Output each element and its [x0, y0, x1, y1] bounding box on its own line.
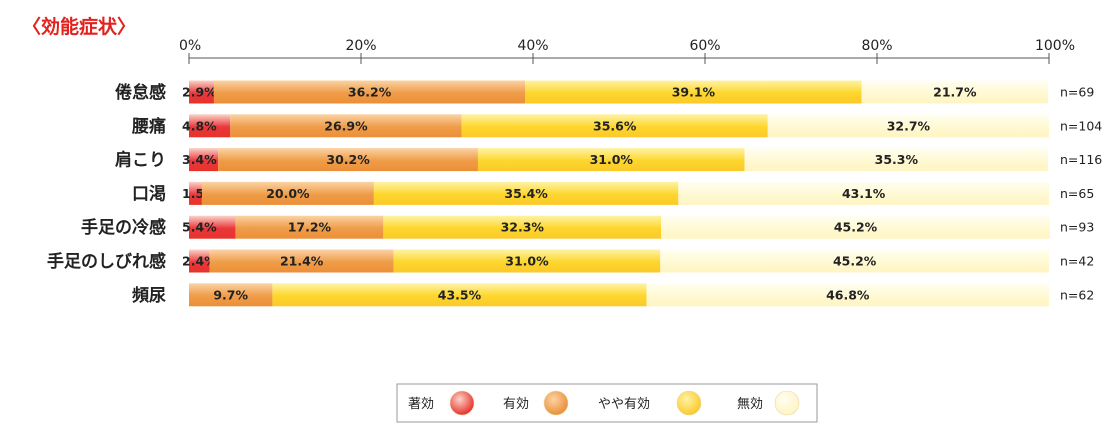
bar-segment [373, 181, 679, 205]
tick-label: 0% [179, 38, 201, 54]
bar-segment [383, 215, 662, 239]
bar-row: 倦怠感 2.9% 36.2% 39.1% 21.7% n=69 [115, 80, 1094, 104]
legend-label: やや有効 [598, 397, 650, 412]
value-label: 30.2% [326, 152, 370, 167]
bars: 倦怠感 2.9% 36.2% 39.1% 21.7% n=69 腰痛 4.8% 26.9% 35.… [47, 80, 1102, 307]
bar-segment [218, 148, 478, 172]
value-label: 31.0% [590, 152, 634, 167]
category-label: 頻尿 [131, 285, 166, 306]
tick-label: 60% [689, 38, 720, 54]
legend-swatch [543, 390, 569, 416]
legend-swatch [449, 390, 475, 416]
tick-label: 100% [1035, 38, 1075, 54]
value-label: 3.4% [182, 152, 217, 167]
value-label: 35.6% [593, 118, 637, 133]
bar-segment [461, 114, 768, 138]
bar-segment [209, 249, 394, 273]
sample-size-label: n=62 [1060, 287, 1094, 302]
value-label: 9.7% [213, 287, 248, 302]
legend-item: 有効 [503, 390, 569, 416]
bar-segment [744, 148, 1049, 172]
bar-segment [213, 80, 526, 104]
sample-size-label: n=42 [1060, 254, 1094, 269]
bar-row: 肩こり 3.4% 30.2% 31.0% 35.3% n=116 [115, 148, 1102, 172]
bar-segment [230, 114, 462, 138]
legend-item: やや有効 [598, 390, 702, 416]
value-label: 2.4% [182, 254, 217, 269]
value-label: 2.9% [182, 85, 217, 100]
value-label: 45.2% [833, 254, 877, 269]
sample-size-label: n=65 [1060, 186, 1094, 201]
tick-label: 40% [517, 38, 548, 54]
bar-segment [661, 215, 1050, 239]
x-axis: 0% 20% 40% 60% 80% 100% [179, 38, 1075, 64]
bar-segment [189, 114, 231, 138]
value-label: 5.4% [182, 220, 217, 235]
legend-item: 無効 [737, 390, 800, 416]
legend-label: 有効 [503, 397, 529, 412]
category-label: 腰痛 [132, 116, 166, 137]
sample-size-label: n=104 [1060, 118, 1102, 133]
bar-segment [235, 215, 384, 239]
value-label: 26.9% [324, 118, 368, 133]
bar-segment [272, 283, 647, 307]
value-label: 35.4% [504, 186, 548, 201]
bar-row: 手足の冷感 5.4% 17.2% 32.3% 45.2% n=93 [81, 215, 1094, 239]
value-label: 31.0% [505, 254, 549, 269]
bar-segment [189, 148, 219, 172]
legend-item: 著効 [408, 390, 475, 416]
legend: 著効 有効 やや有効 無効 [396, 383, 818, 423]
bar-segment [646, 283, 1049, 307]
category-label: 手足の冷感 [81, 217, 166, 238]
value-label: 46.8% [826, 287, 870, 302]
tick-label: 20% [345, 38, 376, 54]
bar-segment [189, 283, 273, 307]
value-label: 35.3% [875, 152, 919, 167]
value-label: 43.1% [842, 186, 886, 201]
value-label: 36.2% [348, 85, 392, 100]
value-label: 39.1% [672, 85, 716, 100]
bar-row: 口渇 1.5% 20.0% 35.4% 43.1% n=65 [132, 181, 1094, 205]
value-label: 43.5% [438, 287, 482, 302]
bar-row: 腰痛 4.8% 26.9% 35.6% 32.7% n=104 [132, 114, 1102, 138]
value-label: 20.0% [266, 186, 310, 201]
tick-label: 80% [861, 38, 892, 54]
sample-size-label: n=69 [1060, 85, 1094, 100]
legend-swatch [676, 390, 702, 416]
bar-segment [678, 181, 1049, 205]
bar-segment [861, 80, 1049, 104]
value-label: 21.7% [933, 85, 977, 100]
bar-segment [767, 114, 1049, 138]
category-label: 手足のしびれ感 [47, 251, 166, 272]
bar-segment [393, 249, 661, 273]
value-label: 17.2% [288, 220, 332, 235]
bar-segment [189, 181, 202, 205]
category-label: 肩こり [115, 150, 166, 171]
bar-segment [189, 249, 210, 273]
value-label: 4.8% [182, 118, 217, 133]
sample-size-label: n=93 [1060, 220, 1094, 235]
category-label: 口渇 [132, 184, 166, 204]
value-label: 32.7% [887, 118, 931, 133]
chart-title: 〈効能症状〉 [22, 15, 136, 38]
bar-segment [201, 181, 374, 205]
bar-row: 手足のしびれ感 2.4% 21.4% 31.0% 45.2% n=42 [47, 249, 1094, 273]
category-label: 倦怠感 [115, 82, 166, 103]
legend-swatch [774, 390, 800, 416]
bar-segment [660, 249, 1049, 273]
legend-label: 無効 [737, 397, 763, 412]
bar-segment [525, 80, 862, 104]
bar-row: 頻尿 9.7% 43.5% 46.8% n=62 [131, 283, 1094, 307]
sample-size-label: n=116 [1060, 152, 1102, 167]
value-label: 45.2% [834, 220, 878, 235]
bar-segment [189, 215, 236, 239]
bar-segment [189, 80, 214, 104]
value-label: 32.3% [501, 220, 545, 235]
value-label: 21.4% [280, 254, 324, 269]
bar-segment [477, 148, 745, 172]
legend-label: 著効 [408, 397, 434, 412]
